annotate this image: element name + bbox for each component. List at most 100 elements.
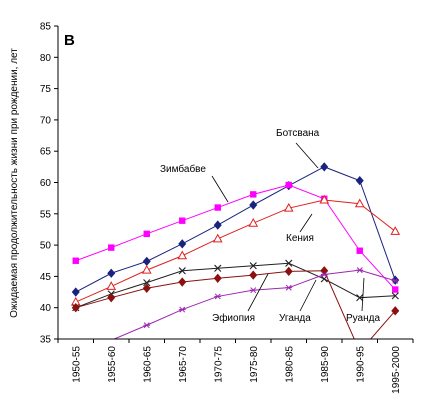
data-point [391,306,400,316]
data-point [106,281,117,290]
annotation-label: Зимбабве [160,163,206,175]
data-point [249,270,258,280]
data-point [71,303,80,313]
data-point [356,247,363,254]
data-point [249,200,258,210]
x-tick-label: 1990-95 [355,346,366,383]
annotation-leader [299,213,313,233]
data-point [214,293,222,300]
annotation-label: Руанда [346,313,380,324]
data-point [143,279,151,287]
data-point [283,202,294,212]
data-point [213,273,222,283]
data-point [178,239,187,249]
data-point [391,292,399,300]
x-tick-label: 1965-70 [178,346,189,383]
series-line [75,262,396,309]
data-point-stroke [285,284,292,291]
data-point [143,322,151,329]
panel-label: B [64,32,75,49]
data-point [285,259,293,267]
data-point [392,286,399,293]
data-point [390,226,401,235]
data-point [319,194,330,204]
data-point [178,306,186,313]
series-line [75,270,396,339]
x-tick-label: 1975-80 [249,346,260,383]
data-point [249,262,257,270]
data-point [248,217,259,227]
y-axis-label: Ожидаемая продолжительность жизни при ро… [9,48,20,318]
data-point-stroke [356,294,364,302]
data-point [141,264,152,274]
y-tick-label: 55 [40,209,52,220]
data-point-stroke [321,271,328,278]
axes: 35 40 45 50 55 60 65 70 75 80 85 1950-55 1955-60 1960… [40,22,414,394]
data-point [320,271,328,278]
series-line [75,166,396,293]
data-point-stroke [214,293,221,300]
data-point [284,266,293,277]
series-line [112,269,396,339]
data-point-stroke [250,287,257,294]
y-tick-label: 35 [40,335,52,346]
data-point [320,266,329,276]
annotation-leader [299,279,317,312]
data-point [214,264,222,272]
x-tick-label: 1960-65 [142,346,153,383]
data-point [250,191,257,198]
data-point [108,244,115,251]
data-point-stroke [179,306,186,313]
data-point-stroke [356,267,363,274]
data-point [107,293,116,303]
y-tick-label: 40 [40,303,52,314]
annotation-label: Эфиопия [212,312,255,324]
data-point [285,181,292,189]
y-tick-label: 45 [40,272,52,283]
series [71,266,400,339]
series-layer [70,162,401,339]
series [70,194,401,306]
annotation-label: Кения [286,233,314,244]
data-point [107,268,116,278]
data-point [249,287,257,294]
data-point [356,294,364,302]
x-tick-label: 1985-90 [320,346,331,383]
data-point-stroke [143,279,151,287]
series [112,267,399,339]
y-tick-label: 65 [40,147,52,158]
y-tick-label: 60 [40,178,52,189]
data-point-stroke [178,267,186,275]
data-point-stroke [285,259,293,267]
x-tick-label: 1980-85 [284,346,295,383]
annotation-leader [295,142,319,169]
data-point-stroke [249,262,257,270]
data-point [142,283,151,293]
y-tick-label: 70 [40,115,52,126]
x-tick-label: 1970-75 [213,346,224,383]
data-point [214,204,221,211]
data-point-stroke [392,277,399,284]
data-point [72,257,79,264]
data-point [391,277,399,284]
data-point [178,277,187,287]
series [72,181,399,293]
y-tick-label: 85 [40,22,52,33]
annotation-leader [247,273,269,312]
data-point [212,233,223,243]
series-line [75,184,396,290]
series [72,259,399,312]
data-point [143,230,150,238]
data-point-stroke [391,292,399,300]
data-point [179,217,186,224]
annotation-label: Ботсвана [276,128,320,139]
data-point [320,162,329,172]
annotation-label: Уганда [279,313,311,324]
data-point [355,175,364,186]
data-point [177,250,188,260]
data-point [213,220,222,230]
series-line [75,199,396,303]
data-point [178,267,186,275]
series [71,162,400,297]
x-tick-label: 1995-2000 [391,346,402,394]
